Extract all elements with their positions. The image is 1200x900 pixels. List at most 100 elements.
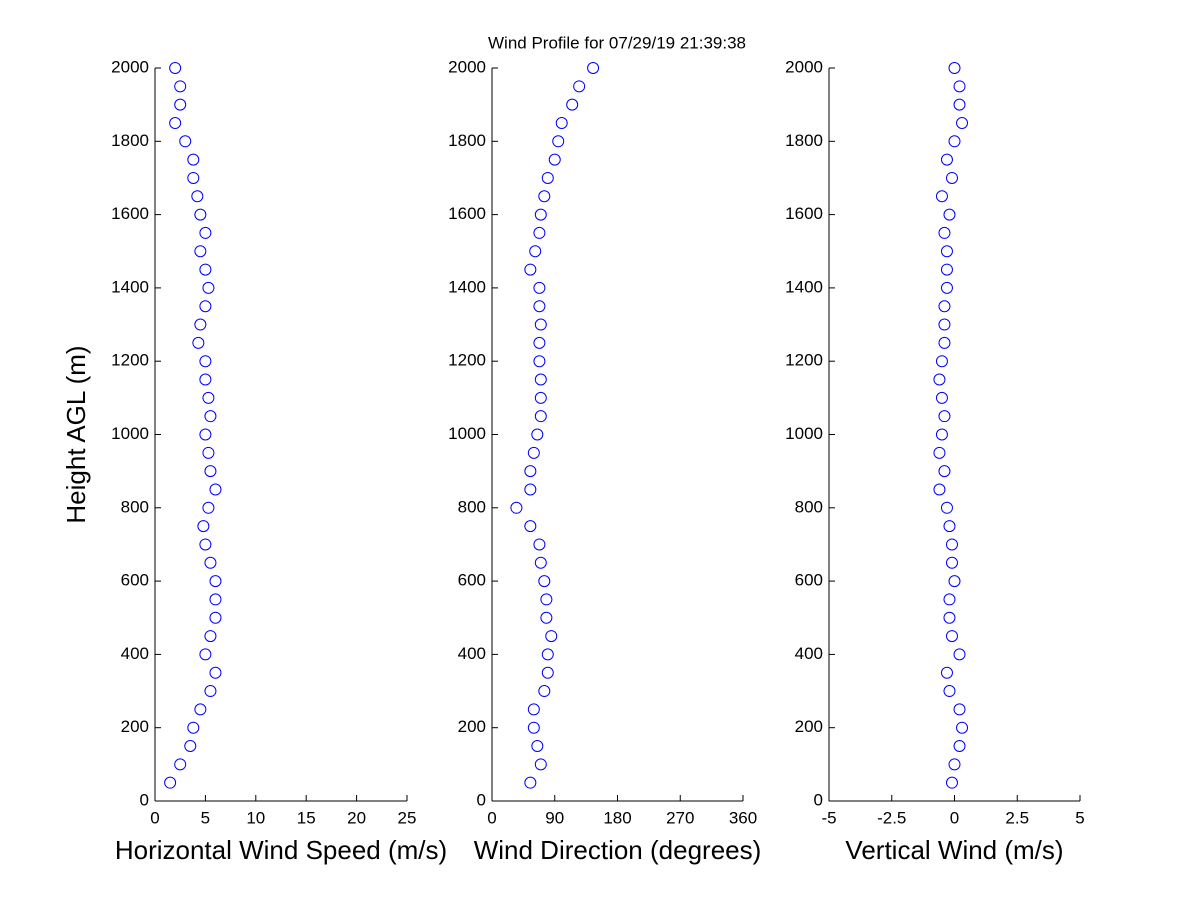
data-point [197, 520, 210, 533]
y-tick-label: 1200 [448, 351, 486, 370]
data-point [541, 648, 554, 661]
data-point [199, 355, 212, 368]
x-axis-label: Horizontal Wind Speed (m/s) [115, 835, 447, 865]
y-tick-label: 400 [121, 644, 149, 663]
y-tick-label: 1600 [111, 204, 149, 223]
data-point [209, 666, 222, 679]
x-tick-label: 270 [666, 808, 694, 827]
data-point [187, 153, 200, 166]
data-point [938, 465, 951, 478]
data-point [524, 465, 537, 478]
data-point [199, 226, 212, 239]
x-tick-label: 15 [297, 808, 316, 827]
y-tick-label: 0 [140, 790, 149, 809]
data-point [933, 483, 946, 496]
data-point [510, 501, 523, 514]
y-tick-label: 400 [795, 644, 823, 663]
y-tick-label: 1600 [785, 204, 823, 223]
y-tick-label: 600 [458, 571, 486, 590]
x-tick-label: -2.5 [877, 808, 906, 827]
data-point [534, 758, 547, 771]
data-point [533, 281, 546, 294]
data-point [531, 428, 544, 441]
data-point [202, 391, 215, 404]
data-point [953, 80, 966, 93]
data-point [943, 593, 956, 606]
data-point [209, 575, 222, 588]
data-point [933, 373, 946, 386]
data-point [945, 556, 958, 569]
y-tick-label: 800 [458, 497, 486, 516]
y-tick-label: 1200 [785, 351, 823, 370]
data-point [945, 538, 958, 551]
data-point [199, 538, 212, 551]
y-tick-label: 400 [458, 644, 486, 663]
data-point [533, 336, 546, 349]
data-point [184, 740, 197, 753]
data-point [199, 373, 212, 386]
y-tick-label: 1000 [785, 424, 823, 443]
data-point [191, 190, 204, 203]
data-point [538, 575, 551, 588]
data-point [948, 62, 961, 74]
data-point [187, 171, 200, 184]
x-tick-label: 0 [950, 808, 959, 827]
data-point [935, 355, 948, 368]
y-tick-label: 2000 [785, 57, 823, 76]
data-point [204, 410, 217, 423]
data-point [194, 208, 207, 221]
data-point [527, 721, 540, 734]
data-point [945, 776, 958, 789]
y-tick-label: 1600 [448, 204, 486, 223]
data-point [209, 611, 222, 624]
data-point [199, 263, 212, 276]
y-tick-label: 200 [121, 717, 149, 736]
data-point [533, 300, 546, 313]
data-point [202, 281, 215, 294]
data-point [935, 428, 948, 441]
y-tick-label: 1400 [448, 277, 486, 296]
data-point [164, 776, 177, 789]
data-point [541, 171, 554, 184]
data-point [587, 62, 600, 74]
data-point [956, 116, 969, 129]
data-point [948, 135, 961, 148]
data-point [534, 391, 547, 404]
data-point [953, 98, 966, 111]
data-point [533, 355, 546, 368]
data-point [938, 226, 951, 239]
data-point [940, 263, 953, 276]
y-tick-label: 1400 [785, 277, 823, 296]
data-point [953, 648, 966, 661]
data-point [524, 776, 537, 789]
data-point [940, 281, 953, 294]
data-point [953, 703, 966, 716]
y-tick-label: 1000 [448, 424, 486, 443]
data-point [534, 208, 547, 221]
data-point [938, 318, 951, 331]
x-tick-label: 0 [150, 808, 159, 827]
data-point [209, 483, 222, 496]
data-point [555, 116, 568, 129]
data-point [534, 373, 547, 386]
x-tick-label: 0 [487, 808, 496, 827]
data-point [956, 721, 969, 734]
data-point [204, 556, 217, 569]
x-tick-label: 5 [201, 808, 210, 827]
data-point [524, 263, 537, 276]
x-tick-label: -5 [821, 808, 836, 827]
data-point [524, 483, 537, 496]
x-tick-label: 10 [246, 808, 265, 827]
data-point [199, 428, 212, 441]
data-point [552, 135, 565, 148]
data-point [174, 98, 187, 111]
data-point [534, 318, 547, 331]
data-point [204, 685, 217, 698]
data-point [534, 410, 547, 423]
x-tick-label: 90 [545, 808, 564, 827]
data-point [199, 648, 212, 661]
data-point [531, 740, 544, 753]
data-point [533, 226, 546, 239]
data-point [935, 190, 948, 203]
x-axis-label: Wind Direction (degrees) [474, 835, 762, 865]
